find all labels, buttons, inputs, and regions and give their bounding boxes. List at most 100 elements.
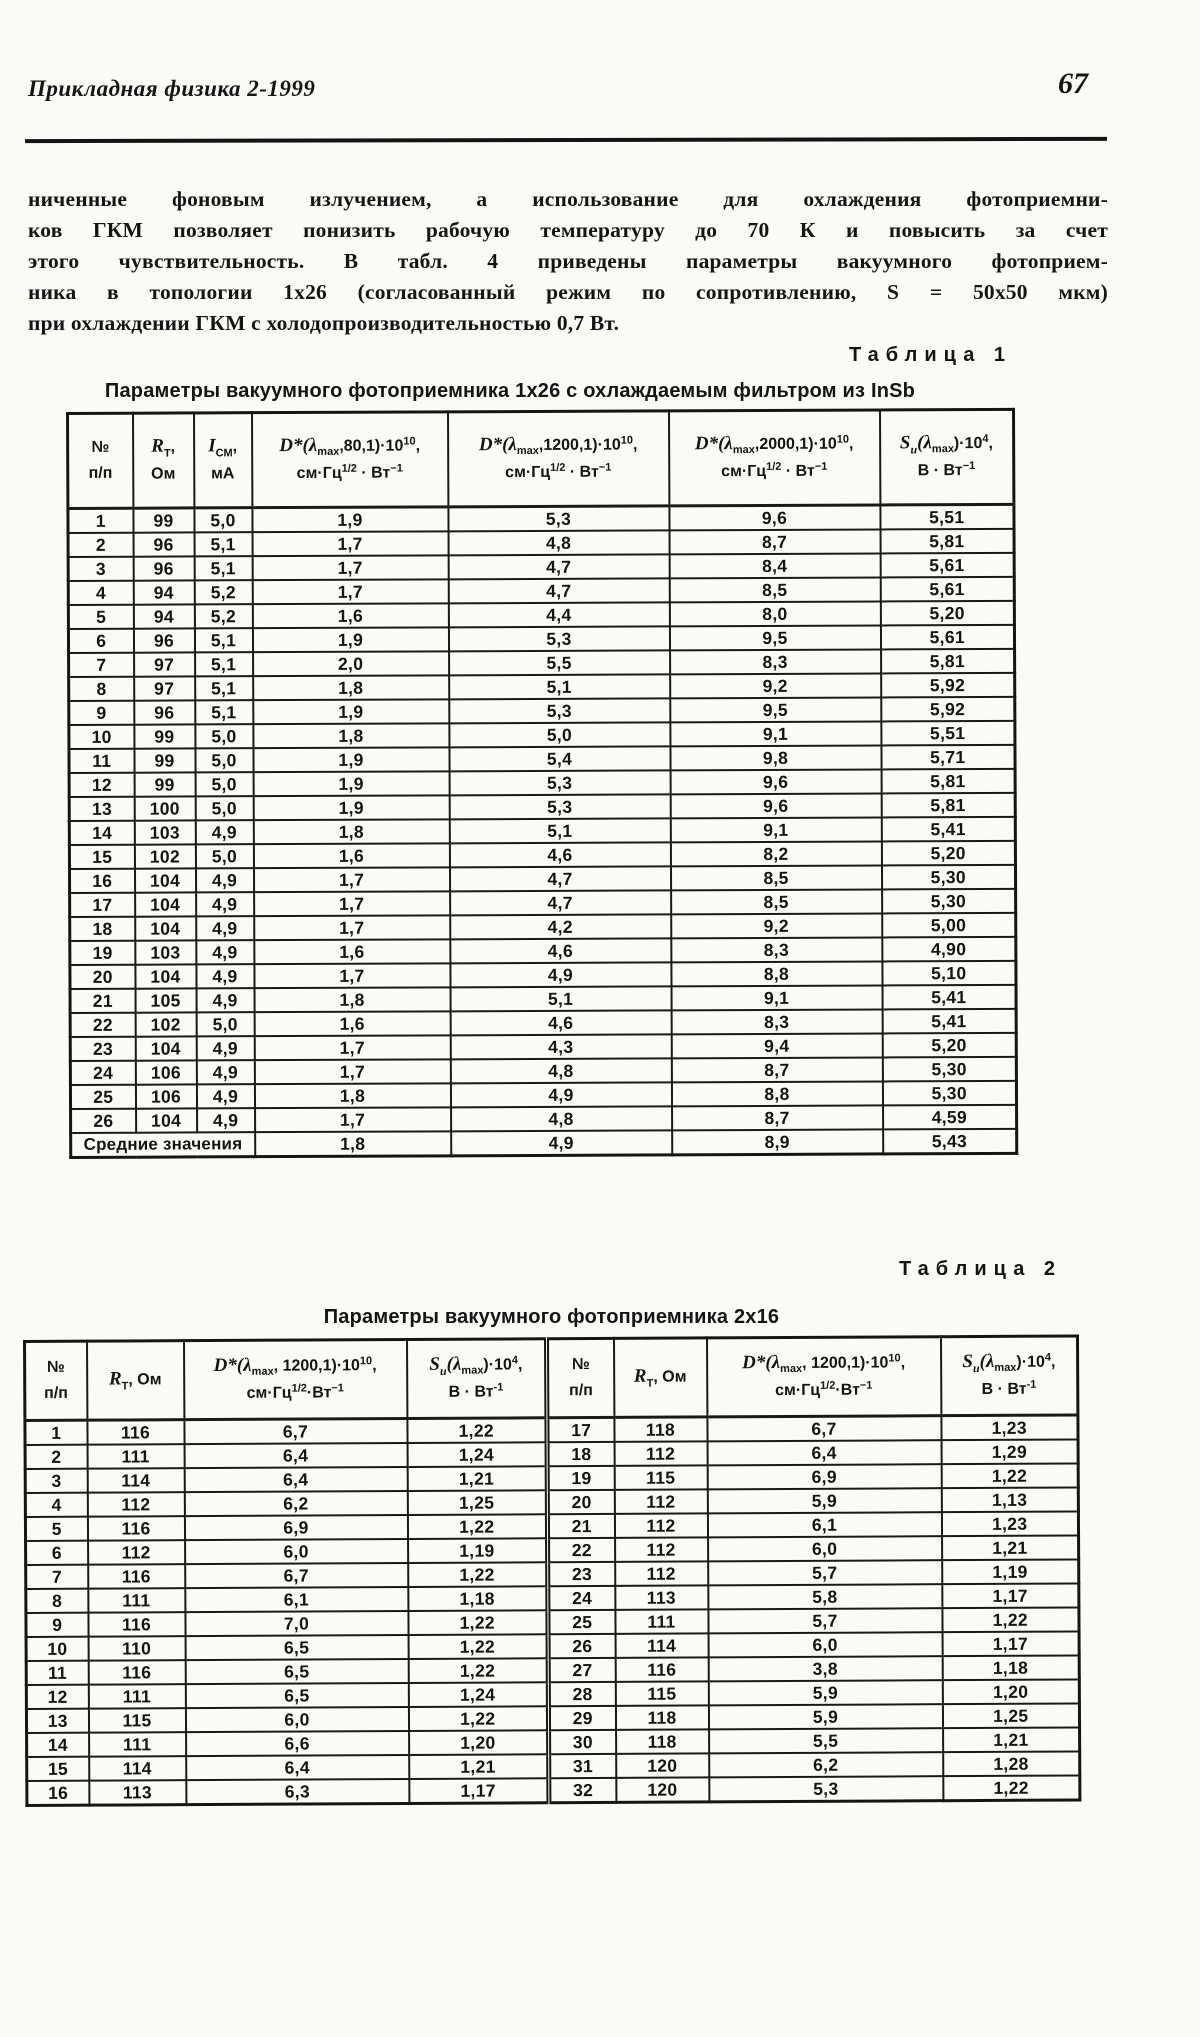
cell: 116 <box>88 1660 186 1685</box>
cell: 4,9 <box>195 892 254 917</box>
cell: 4,9 <box>196 1084 255 1109</box>
cell: 111 <box>87 1444 185 1469</box>
cell: 30 <box>548 1729 616 1755</box>
cell: 6,1 <box>707 1512 942 1538</box>
cell: 5,41 <box>882 1008 1017 1034</box>
cell: 4,59 <box>882 1104 1017 1130</box>
cell: 99 <box>133 724 195 749</box>
cell: 26 <box>548 1633 616 1659</box>
cell: 1,17 <box>942 1631 1080 1657</box>
cell: 4,8 <box>450 1058 672 1084</box>
table1: № п/п RТ, Ом IСМ, мА D*(λmax,80,1)·1010, см·Гц1… <box>66 407 1019 1159</box>
cell: 22 <box>70 1012 136 1037</box>
cell: 2,0 <box>252 651 449 677</box>
cell: 4,8 <box>450 1106 672 1132</box>
cell: 1,7 <box>254 1059 451 1085</box>
cell: 103 <box>134 820 196 845</box>
cell: 4,9 <box>195 820 254 845</box>
intro-paragraph: ниченные фоновым излучением, а использов… <box>28 184 1108 339</box>
cell: 115 <box>88 1708 186 1733</box>
cell: 4,9 <box>196 1036 255 1061</box>
cell: 116 <box>87 1516 185 1541</box>
cell: 97 <box>133 652 195 677</box>
cell: 4,7 <box>449 890 671 916</box>
cell: 24 <box>70 1060 136 1085</box>
cell: 8,7 <box>671 1105 883 1131</box>
cell: 5,1 <box>194 676 253 701</box>
cell: 9,8 <box>669 745 882 771</box>
cell: 116 <box>87 1564 185 1589</box>
cell: 5,9 <box>708 1704 943 1730</box>
cell: 5,10 <box>881 960 1017 986</box>
cell: 17 <box>546 1417 615 1443</box>
cell: 3 <box>25 1468 88 1493</box>
cell: 5,1 <box>194 652 253 677</box>
cell: 112 <box>87 1492 185 1517</box>
table-row: 16 113 6,3 1,17 32 120 5,3 1,22 <box>26 1775 1080 1806</box>
table1-label: Таблица 1 <box>848 344 1012 366</box>
cell: 104 <box>135 1108 197 1133</box>
table2-header: № п/п RТ, Ом D*(λmax, 1200,1)·1010, см·Гц1/2… <box>24 1335 1078 1421</box>
cell: 5,61 <box>880 576 1015 602</box>
cell: 5,00 <box>881 912 1016 938</box>
table1-title: Параметры вакуумного фотоприемника 1х26 … <box>104 380 916 402</box>
cell: 99 <box>134 772 196 797</box>
cell: 6,7 <box>184 1562 408 1589</box>
cell: 5,2 <box>194 604 253 629</box>
cell: 9,4 <box>671 1033 883 1059</box>
cell: 1,9 <box>252 627 449 653</box>
cell: 24 <box>547 1585 615 1611</box>
cell: 1,6 <box>253 939 450 965</box>
column-header: D*(λmax,2000,1)·1010, см·Гц1/2 · Вт−1 <box>668 409 880 506</box>
cell: 1,22 <box>941 1607 1080 1633</box>
cell: 1,8 <box>252 723 449 749</box>
cell: 96 <box>133 628 195 653</box>
cell: 1,8 <box>254 1083 451 1109</box>
cell: 114 <box>87 1468 185 1493</box>
cell: 5,51 <box>879 504 1015 530</box>
cell: 8,8 <box>671 1081 883 1107</box>
cell: 6,9 <box>707 1464 942 1490</box>
cell: 1,7 <box>252 555 449 581</box>
cell: 1,6 <box>254 1011 451 1037</box>
cell: 5,3 <box>449 794 671 820</box>
table2-header-row: № п/п RТ, Ом D*(λmax, 1200,1)·1010, см·Гц1/2… <box>24 1335 1078 1421</box>
cell: 8,4 <box>669 553 881 579</box>
cell: 8,3 <box>671 1009 883 1035</box>
cell: 113 <box>88 1780 186 1806</box>
cell: 120 <box>615 1753 709 1778</box>
cell: 1,8 <box>254 987 451 1013</box>
cell: 114 <box>88 1756 186 1781</box>
cell: 106 <box>135 1084 197 1109</box>
cell: 16 <box>26 1780 89 1806</box>
cell: 97 <box>133 676 195 701</box>
cell: 1,22 <box>407 1610 549 1635</box>
cell: 100 <box>134 796 196 821</box>
cell: 96 <box>133 700 195 725</box>
cell: 111 <box>88 1684 186 1709</box>
cell: 5,7 <box>707 1608 943 1634</box>
cell: 18 <box>69 916 135 941</box>
cell: 9,6 <box>668 504 881 531</box>
cell: 32 <box>548 1777 616 1803</box>
cell: 9,1 <box>671 985 883 1011</box>
cell: 8,2 <box>670 841 882 867</box>
cell: 6,7 <box>183 1418 408 1445</box>
cell: 111 <box>614 1609 709 1634</box>
cell: 1,7 <box>252 531 449 557</box>
cell: 5,1 <box>194 628 253 653</box>
cell: 6,7 <box>706 1415 942 1442</box>
cell: 5,0 <box>193 507 253 533</box>
intro-line: этого чувствительность. В табл. 4 привед… <box>28 249 1108 273</box>
cell: 5,3 <box>448 698 670 724</box>
cell: 5,20 <box>880 600 1015 626</box>
column-header: № п/п <box>546 1338 614 1418</box>
cell: 114 <box>615 1633 709 1658</box>
cell: 8,5 <box>669 577 881 603</box>
cell: 23 <box>70 1036 136 1061</box>
cell: 4,7 <box>448 554 670 580</box>
cell: 8,5 <box>670 865 882 891</box>
column-header: Su(λmax)·104, В · Вт-1 <box>406 1338 547 1419</box>
cell: 103 <box>134 940 196 965</box>
